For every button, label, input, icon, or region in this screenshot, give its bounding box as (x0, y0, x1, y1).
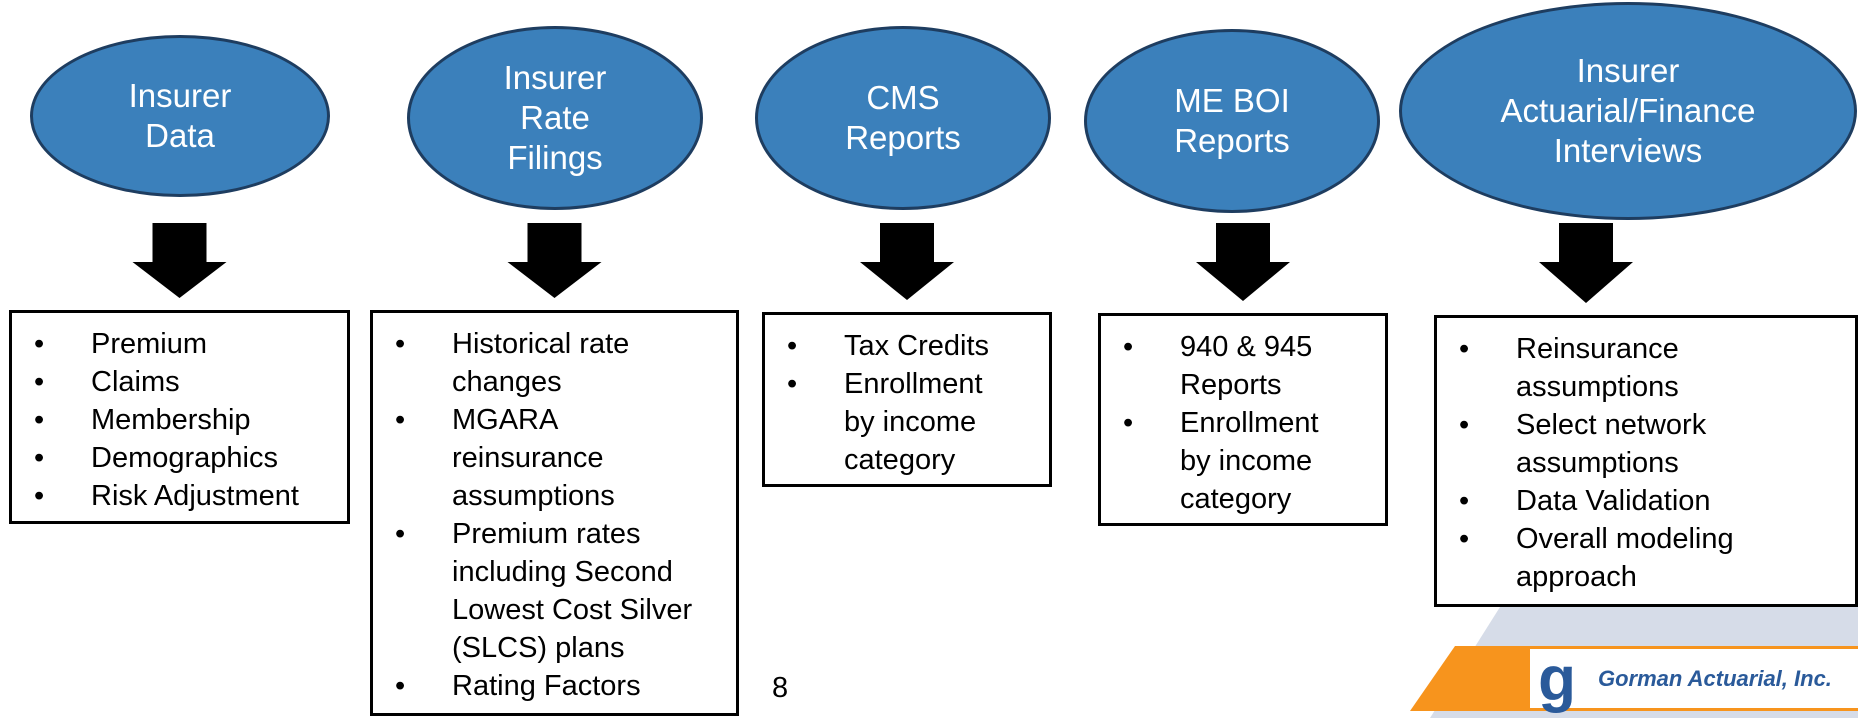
arrow (1196, 223, 1290, 301)
bullet-item: Tax Credits (765, 327, 1049, 365)
source-ellipse: Insurer Actuarial/Finance Interviews (1399, 2, 1857, 220)
item-line: approach (1516, 561, 1637, 593)
bullet-item: Premium rates including Second Lowest Cost… (373, 515, 736, 667)
bullet-item: 940 & 945 Reports (1101, 328, 1385, 404)
label-line: Filings (507, 139, 603, 176)
arrow (860, 223, 954, 300)
label-line: Reports (1174, 122, 1290, 159)
item-line: MGARA (452, 404, 559, 436)
detail-box: Historical rate changes MGARA reinsurance as… (370, 310, 739, 716)
label-line: ME BOI (1174, 82, 1290, 119)
item-line: category (844, 444, 956, 476)
item-line: by income (1180, 445, 1313, 477)
label-line: Actuarial/Finance (1500, 92, 1756, 129)
item-line: assumptions (1516, 447, 1679, 479)
item-line: 940 & 945 (1180, 331, 1313, 363)
item-line: Select network (1516, 409, 1707, 441)
label-line: Interviews (1553, 132, 1703, 169)
item-line: assumptions (452, 480, 615, 512)
item-line: assumptions (1516, 371, 1679, 403)
source-ellipse: CMS Reports (755, 26, 1051, 210)
item-line: Risk Adjustment (91, 480, 299, 512)
detail-box: 940 & 945 Reports Enrollment by income categ… (1098, 313, 1388, 526)
bullet-item: Risk Adjustment (12, 477, 347, 515)
item-line: (SLCS) plans (452, 632, 625, 664)
item-line: Membership (91, 404, 251, 436)
bullet-item: MGARA reinsurance assumptions (373, 401, 736, 515)
item-line: including Second (452, 556, 673, 588)
item-line: by income (844, 406, 977, 438)
logo-icon: g (1538, 645, 1576, 714)
logo-text: Gorman Actuarial, Inc. (1598, 666, 1832, 691)
item-line: Data Validation (1516, 485, 1711, 517)
item-line: Enrollment (844, 368, 983, 400)
label-line: Insurer (128, 77, 232, 114)
source-ellipse: ME BOI Reports (1084, 29, 1380, 213)
label-line: Insurer (503, 59, 607, 96)
label-line: CMS (866, 79, 940, 116)
arrow (132, 223, 227, 298)
item-line: Reports (1180, 369, 1282, 401)
detail-box: Tax Credits Enrollment by income category (762, 312, 1052, 487)
bullet-item: Enrollment by income category (1101, 404, 1385, 518)
item-line: category (1180, 483, 1292, 515)
item-line: reinsurance (452, 442, 604, 474)
item-line: Historical rate (452, 328, 630, 360)
item-line: Reinsurance (1516, 333, 1679, 365)
bullet-item: Overall modeling approach (1437, 520, 1855, 596)
item-line: Lowest Cost Silver (452, 594, 693, 626)
item-line: Tax Credits (844, 330, 990, 362)
bullet-item: Membership (12, 401, 347, 439)
item-line: Premium (91, 328, 208, 360)
bullet-item: Select network assumptions (1437, 406, 1855, 482)
logo-text-bg (1578, 649, 1858, 708)
item-line: Premium rates (452, 518, 641, 550)
bullet-item: Premium (12, 325, 347, 363)
detail-box: Premium Claims Membership Demographics Risk … (9, 310, 350, 524)
label-line: Insurer (1576, 52, 1680, 89)
bullet-item: Demographics (12, 439, 347, 477)
item-line: Enrollment (1180, 407, 1319, 439)
source-ellipse: Insurer Data (30, 35, 330, 197)
bullet-item: Enrollment by income category (765, 365, 1049, 479)
bullet-item: Claims (12, 363, 347, 401)
item-line: Demographics (91, 442, 278, 474)
bullet-item: Reinsurance assumptions (1437, 330, 1855, 406)
item-line: Rating Factors (452, 670, 641, 702)
label-line: Data (145, 117, 215, 154)
label-line: Reports (845, 119, 961, 156)
label-line: Rate (520, 99, 590, 136)
bullet-item: Historical rate changes (373, 325, 736, 401)
bullet-item: Rating Factors (373, 667, 736, 705)
arrow (1539, 223, 1633, 303)
detail-box: Reinsurance assumptions Select network assu… (1434, 315, 1858, 607)
bullet-item: Data Validation (1437, 482, 1855, 520)
item-line: changes (452, 366, 562, 398)
item-line: Claims (91, 366, 180, 398)
page-number: 8 (772, 672, 789, 704)
arrow (507, 223, 602, 298)
item-line: Overall modeling (1516, 523, 1734, 555)
source-ellipse: Insurer Rate Filings (407, 26, 703, 210)
logo-icon-bg (1530, 649, 1585, 708)
